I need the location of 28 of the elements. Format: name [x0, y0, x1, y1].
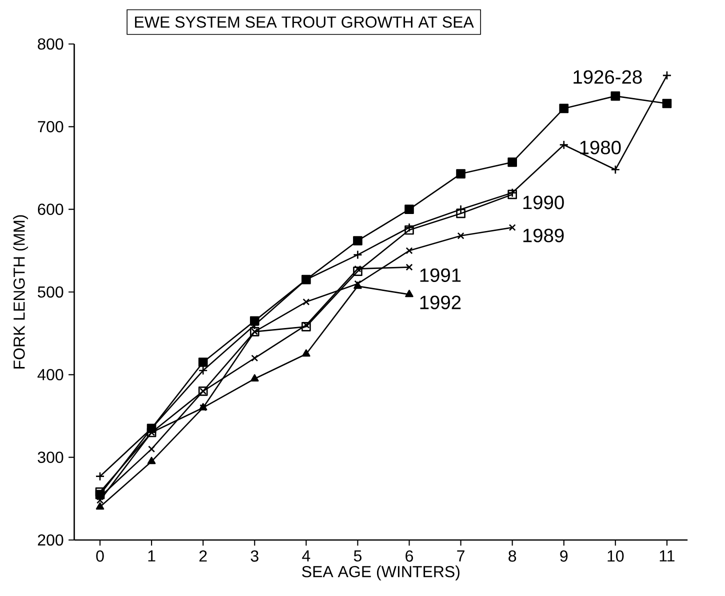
y-tick-label: 800	[38, 38, 64, 50]
y-tick-label: 200	[38, 534, 64, 546]
series-label: 1926-28	[574, 70, 642, 84]
x-tick-label: 0	[96, 550, 104, 562]
x-tick-label: 5	[354, 550, 362, 562]
x-tick-label: 6	[406, 550, 413, 562]
y-tick-label: 300	[38, 452, 64, 463]
x-tick-label: 11	[660, 550, 674, 562]
chart-title: EWE SYSTEM SEA TROUT GROWTH AT SEA	[135, 16, 474, 28]
y-tick-label: 700	[38, 121, 64, 132]
x-axis-title: SEA AGE (WINTERS)	[302, 566, 460, 580]
series-label: 1990	[523, 196, 564, 210]
y-tick-label: 400	[38, 368, 64, 380]
x-tick-label: 9	[560, 550, 568, 562]
x-tick-label: 7	[457, 550, 464, 562]
x-tick-label: 8	[508, 550, 516, 562]
series-label: 1992	[420, 296, 461, 310]
x-tick-label: 4	[302, 550, 310, 562]
y-tick-label: 500	[38, 286, 64, 298]
series-label: 1980	[580, 140, 621, 154]
y-axis-title: FORK LENGTH (MM)	[13, 215, 28, 368]
y-tick-label: 600	[38, 204, 64, 215]
x-tick-label: 10	[608, 550, 624, 562]
series-label: 1991	[420, 268, 461, 282]
x-tick-label: 2	[199, 550, 207, 562]
x-tick-label: 3	[250, 550, 258, 562]
x-tick-label: 1	[148, 550, 156, 562]
series-label: 1989	[523, 228, 564, 242]
